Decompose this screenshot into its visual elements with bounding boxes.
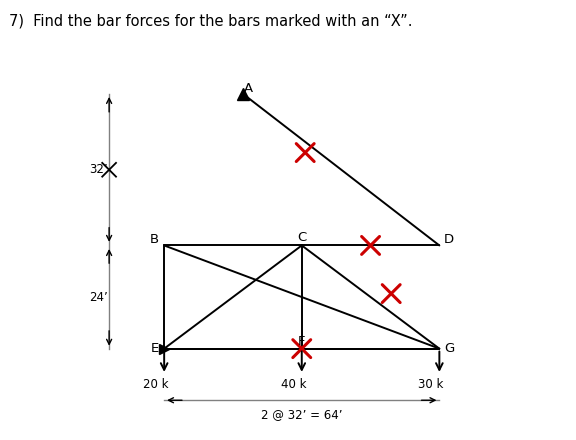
Text: D: D <box>444 234 454 246</box>
Text: 30 k: 30 k <box>418 378 444 391</box>
Text: 32’: 32’ <box>89 163 108 176</box>
Text: A: A <box>244 82 253 95</box>
Text: 2 @ 32’ = 64’: 2 @ 32’ = 64’ <box>261 408 343 422</box>
Text: 7)  Find the bar forces for the bars marked with an “X”.: 7) Find the bar forces for the bars mark… <box>9 13 412 28</box>
Text: 24’: 24’ <box>89 290 108 304</box>
Text: E: E <box>150 342 158 355</box>
Text: 20 k: 20 k <box>143 378 169 391</box>
Text: B: B <box>150 234 159 246</box>
Text: F: F <box>298 335 305 348</box>
Text: C: C <box>297 231 306 244</box>
Text: 40 k: 40 k <box>281 378 306 391</box>
Text: G: G <box>444 342 454 355</box>
